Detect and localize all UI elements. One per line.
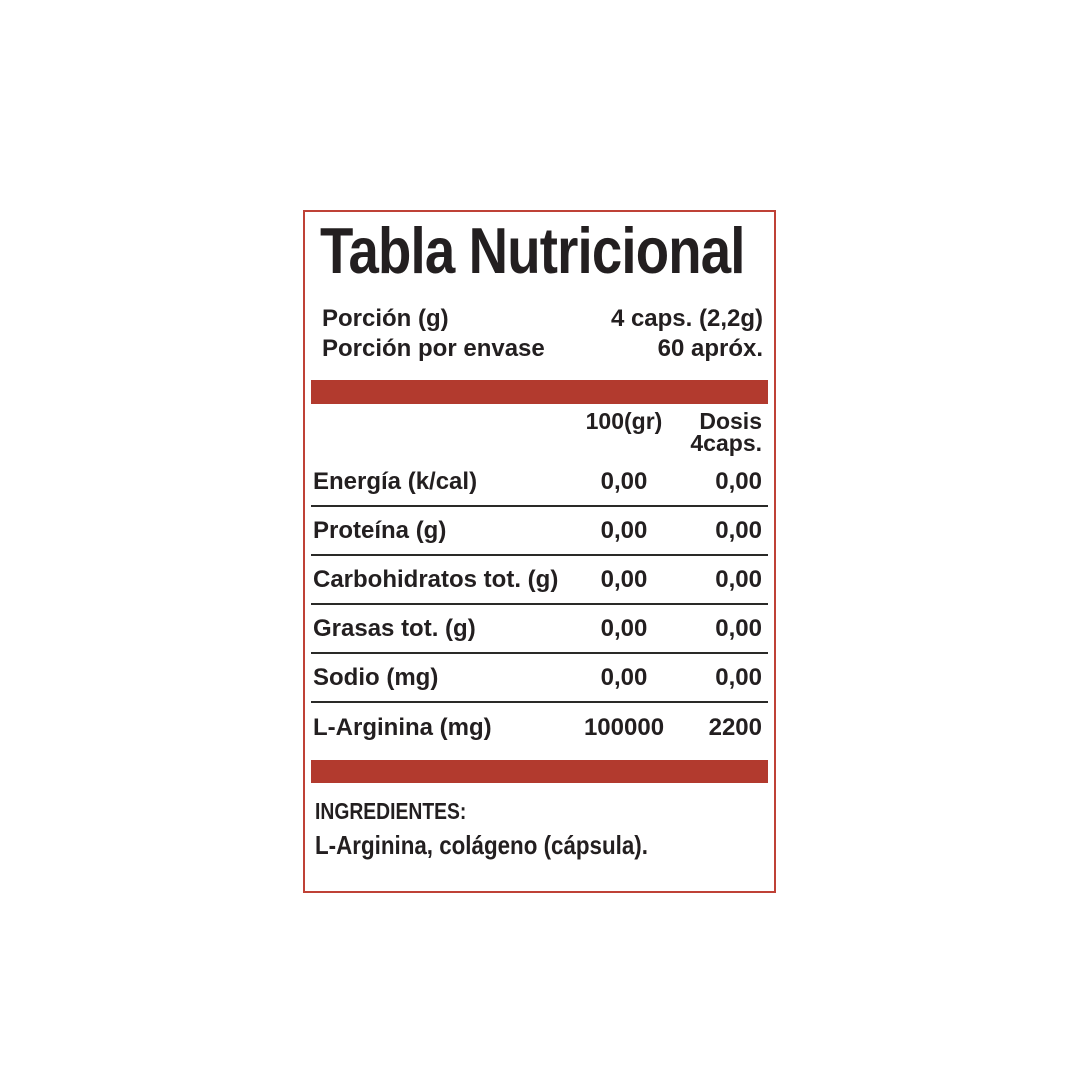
nutrient-per100-value: 0,00 bbox=[600, 614, 648, 642]
ingredients-text-wrap: L-Arginina, colágeno (cápsula). bbox=[315, 830, 702, 861]
label-title-wrap: Tabla Nutricional bbox=[320, 218, 825, 284]
nutrient-per100-value: 100000 bbox=[583, 713, 665, 741]
nutrient-per100-value: 0,00 bbox=[600, 663, 648, 691]
serving-name: Porción (g) bbox=[322, 305, 449, 332]
nutrient-dose-value: 2200 bbox=[708, 713, 762, 741]
nutrient-table: Energía (k/cal) 0,00 0,00 Proteína (g) 0… bbox=[311, 458, 768, 752]
table-header: 100(gr) Dosis 4caps. bbox=[311, 408, 768, 456]
column-header-dose-line1: Dosis bbox=[699, 408, 762, 434]
ingredients-text: L-Arginina, colágeno (cápsula). bbox=[315, 830, 648, 860]
nutrient-dose-value: 0,00 bbox=[715, 614, 762, 642]
ingredients-heading-wrap: INGREDIENTES: bbox=[315, 798, 495, 825]
nutrient-per100-value: 0,00 bbox=[600, 565, 648, 593]
column-header-dose-line2: 4caps. bbox=[690, 430, 762, 456]
nutrient-name: Carbohidratos tot. (g) bbox=[313, 565, 559, 593]
ingredients-heading: INGREDIENTES: bbox=[315, 798, 467, 824]
serving-value: 60 apróx. bbox=[657, 335, 763, 362]
nutrient-row: Sodio (mg) 0,00 0,00 bbox=[311, 654, 768, 703]
nutrition-label: Tabla Nutricional Porción (g) 4 caps. (2… bbox=[303, 210, 776, 893]
divider-bar-bottom bbox=[311, 760, 768, 783]
nutrient-row: L-Arginina (mg) 100000 2200 bbox=[311, 703, 768, 752]
nutrient-dose-value: 0,00 bbox=[715, 565, 762, 593]
serving-name: Porción por envase bbox=[322, 335, 545, 362]
nutrient-per100-value: 0,00 bbox=[600, 516, 648, 544]
serving-row-per-container: Porción por envase 60 apróx. bbox=[322, 334, 763, 364]
column-header-spacer bbox=[311, 410, 564, 454]
nutrient-name: Energía (k/cal) bbox=[313, 467, 478, 495]
nutrient-dose-value: 0,00 bbox=[715, 663, 762, 691]
nutrient-name: Grasas tot. (g) bbox=[313, 614, 476, 642]
nutrient-per100-value: 0,00 bbox=[600, 467, 648, 495]
serving-value: 4 caps. (2,2g) bbox=[610, 305, 763, 332]
nutrient-dose-value: 0,00 bbox=[715, 467, 762, 495]
nutrient-name: Sodio (mg) bbox=[313, 663, 439, 691]
nutrient-row: Energía (k/cal) 0,00 0,00 bbox=[311, 458, 768, 507]
nutrient-row: Carbohidratos tot. (g) 0,00 0,00 bbox=[311, 556, 768, 605]
label-title: Tabla Nutricional bbox=[320, 214, 745, 287]
column-header-per100: 100(gr) bbox=[585, 408, 663, 434]
serving-row-portion: Porción (g) 4 caps. (2,2g) bbox=[322, 304, 763, 334]
nutrient-name: Proteína (g) bbox=[313, 516, 447, 544]
column-header-dose: Dosis 4caps. bbox=[684, 408, 768, 456]
nutrient-dose-value: 0,00 bbox=[715, 516, 762, 544]
nutrient-name: L-Arginina (mg) bbox=[313, 713, 492, 741]
serving-info: Porción (g) 4 caps. (2,2g) Porción por e… bbox=[322, 304, 763, 364]
divider-bar-top bbox=[311, 380, 768, 404]
nutrient-row: Proteína (g) 0,00 0,00 bbox=[311, 507, 768, 556]
nutrient-row: Grasas tot. (g) 0,00 0,00 bbox=[311, 605, 768, 654]
